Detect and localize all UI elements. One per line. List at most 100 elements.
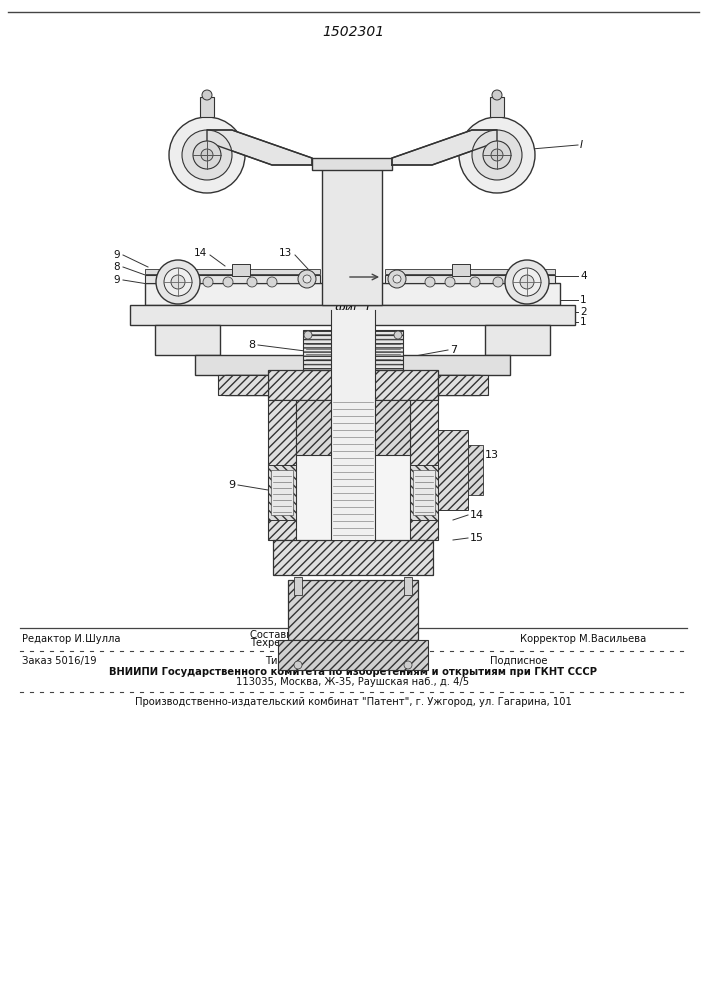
Text: Подписное: Подписное (490, 656, 547, 666)
Text: 1502301: 1502301 (322, 25, 384, 39)
Bar (468, 445, 483, 495)
Text: 9: 9 (113, 250, 120, 260)
Bar (490, 97, 504, 117)
Circle shape (202, 90, 212, 100)
Circle shape (491, 149, 503, 161)
Text: 7: 7 (450, 345, 457, 355)
Text: 1: 1 (580, 295, 587, 305)
Bar (232, 264, 250, 276)
Bar (268, 370, 438, 400)
Bar (485, 325, 550, 355)
Circle shape (493, 277, 503, 287)
Circle shape (156, 260, 200, 304)
Bar (145, 269, 320, 274)
Polygon shape (207, 130, 312, 165)
Text: Тираж 452: Тираж 452 (265, 656, 321, 666)
Text: 8: 8 (113, 262, 120, 272)
Text: Корректор М.Васильева: Корректор М.Васильева (520, 634, 646, 644)
Text: 9: 9 (470, 480, 477, 490)
Circle shape (182, 130, 232, 180)
Text: 1: 1 (580, 317, 587, 327)
Bar (385, 275, 555, 283)
Circle shape (193, 141, 221, 169)
Circle shape (394, 331, 402, 339)
Bar (410, 400, 438, 540)
Circle shape (247, 277, 257, 287)
Bar (130, 305, 575, 325)
Text: Заказ 5016/19: Заказ 5016/19 (22, 656, 97, 666)
Text: 13: 13 (485, 450, 499, 460)
Bar (145, 275, 320, 283)
Circle shape (393, 275, 401, 283)
Circle shape (492, 90, 502, 100)
Circle shape (164, 268, 192, 296)
Bar (452, 264, 470, 276)
Text: 15: 15 (470, 533, 484, 543)
Bar (296, 400, 410, 540)
Text: 2: 2 (580, 307, 587, 317)
Text: А-А: А-А (340, 324, 366, 336)
Circle shape (472, 130, 522, 180)
Bar (195, 355, 510, 375)
Polygon shape (392, 130, 497, 165)
Bar (155, 325, 220, 355)
Circle shape (425, 277, 435, 287)
Text: Техред М.Ходанич: Техред М.Ходанич (250, 638, 347, 648)
Circle shape (459, 117, 535, 193)
Bar (273, 540, 433, 575)
Text: I: I (580, 140, 583, 150)
Text: Фиг.3: Фиг.3 (334, 600, 372, 613)
Bar (312, 158, 392, 170)
Text: 14: 14 (470, 510, 484, 520)
Text: Составитель Л.Вишнякова: Составитель Л.Вишнякова (250, 630, 390, 640)
Circle shape (223, 277, 233, 287)
Bar (413, 470, 435, 515)
Bar (200, 97, 214, 117)
Circle shape (303, 275, 311, 283)
Circle shape (513, 268, 541, 296)
Circle shape (520, 275, 534, 289)
Text: Фиг.1: Фиг.1 (334, 302, 372, 314)
Bar (218, 375, 268, 395)
Text: 13: 13 (279, 248, 292, 258)
Circle shape (267, 277, 277, 287)
Text: 9: 9 (228, 480, 235, 490)
Circle shape (171, 275, 185, 289)
Bar (438, 430, 468, 510)
Bar (271, 470, 293, 515)
Text: 14: 14 (194, 248, 207, 258)
Bar (385, 269, 555, 274)
Bar (296, 400, 410, 455)
Text: 4: 4 (580, 271, 587, 281)
Circle shape (445, 277, 455, 287)
Bar (268, 465, 296, 520)
Text: 113035, Москва, Ж-35, Раушская наб., д. 4/5: 113035, Москва, Ж-35, Раушская наб., д. … (236, 677, 469, 687)
Bar (225, 375, 480, 395)
Circle shape (388, 270, 406, 288)
Text: ВНИИПИ Государственного комитета по изобретениям и открытиям при ГКНТ СССР: ВНИИПИ Государственного комитета по изоб… (109, 667, 597, 677)
Circle shape (483, 141, 511, 169)
Text: 8: 8 (248, 340, 255, 350)
Bar (268, 400, 296, 540)
Circle shape (505, 260, 549, 304)
Bar (294, 577, 302, 595)
Bar (322, 165, 382, 305)
Bar (278, 640, 428, 670)
Bar (438, 375, 488, 395)
Circle shape (201, 149, 213, 161)
Circle shape (294, 661, 302, 669)
Circle shape (304, 331, 312, 339)
Circle shape (470, 277, 480, 287)
Bar (288, 580, 418, 640)
Circle shape (404, 661, 412, 669)
Text: Производственно-издательский комбинат "Патент", г. Ужгород, ул. Гагарина, 101: Производственно-издательский комбинат "П… (134, 697, 571, 707)
Bar (331, 310, 375, 540)
Circle shape (298, 270, 316, 288)
Bar (404, 577, 412, 595)
Text: Редактор И.Шулла: Редактор И.Шулла (22, 634, 120, 644)
Bar (145, 283, 560, 305)
Text: 9: 9 (113, 275, 120, 285)
Bar (410, 465, 438, 520)
Circle shape (169, 117, 245, 193)
Bar (303, 330, 403, 370)
